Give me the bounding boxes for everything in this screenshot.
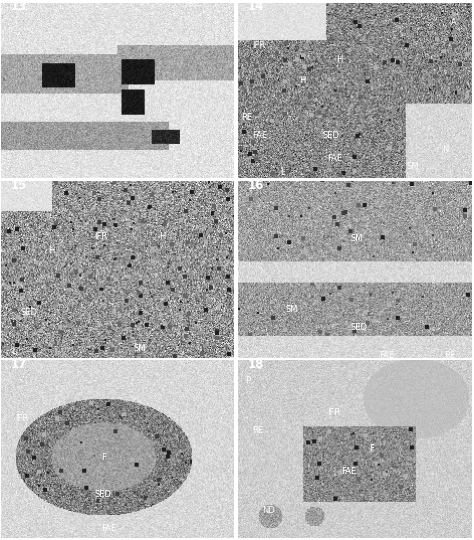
Text: IFR: IFR — [94, 232, 108, 241]
Text: H: H — [337, 55, 343, 64]
Text: IFR: IFR — [327, 408, 340, 417]
Text: 13: 13 — [11, 0, 27, 13]
Text: H: H — [159, 232, 166, 241]
Text: SM: SM — [285, 305, 298, 314]
Text: 16: 16 — [248, 179, 264, 192]
Text: FAE: FAE — [101, 524, 117, 533]
Text: SED: SED — [94, 490, 111, 500]
Text: F: F — [101, 453, 106, 462]
Text: P: P — [246, 376, 251, 385]
Text: IFR: IFR — [253, 41, 266, 50]
Text: SED: SED — [351, 322, 368, 332]
Text: 14: 14 — [248, 0, 264, 13]
Text: N: N — [442, 145, 448, 154]
Text: L: L — [11, 347, 15, 356]
Text: ND: ND — [262, 507, 274, 515]
Text: SED: SED — [322, 131, 339, 140]
Text: H: H — [48, 246, 54, 255]
Text: IFR: IFR — [15, 414, 28, 423]
Text: FAE: FAE — [379, 351, 394, 360]
Text: SM: SM — [134, 344, 146, 353]
Text: RE: RE — [253, 426, 264, 435]
Text: RE: RE — [241, 113, 252, 122]
Text: 17: 17 — [11, 358, 27, 371]
Text: F: F — [369, 444, 374, 453]
Text: FAE: FAE — [341, 467, 356, 476]
Text: H: H — [299, 76, 306, 85]
Text: FAE: FAE — [327, 153, 342, 163]
Text: 15: 15 — [11, 179, 27, 192]
Text: 18: 18 — [248, 358, 264, 371]
Text: A: A — [451, 18, 457, 28]
Text: L: L — [281, 167, 285, 177]
Text: SED: SED — [20, 308, 37, 318]
Text: RE: RE — [444, 351, 455, 360]
Text: SM: SM — [407, 163, 419, 171]
Text: SM: SM — [351, 234, 363, 243]
Text: FAE: FAE — [253, 131, 267, 140]
